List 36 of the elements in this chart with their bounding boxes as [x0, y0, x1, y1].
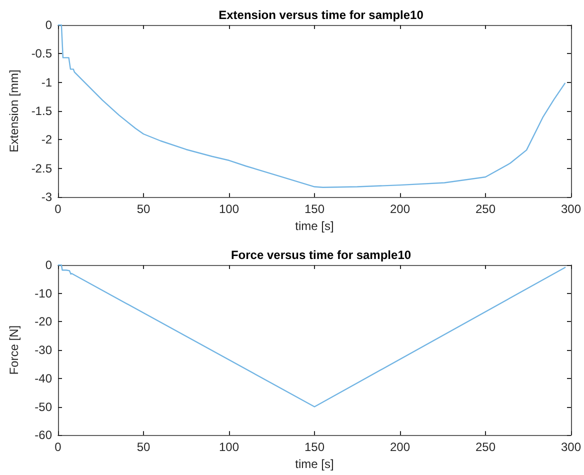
x-axis-title: time [s] — [295, 219, 334, 233]
y-tick-label: -40 — [34, 371, 52, 386]
chart-title: Extension versus time for sample10 — [218, 8, 424, 22]
y-tick-label: -2 — [41, 132, 52, 147]
y-tick-label: -10 — [34, 286, 52, 300]
y-tick-label: -1.5 — [31, 104, 52, 118]
y-axis-title: Force [N] — [7, 325, 21, 375]
y-axis-title: Extension [mm] — [7, 70, 21, 152]
x-tick-label: 300 — [560, 202, 582, 216]
y-tick-label: -60 — [34, 428, 52, 442]
y-tick-label: -30 — [34, 343, 52, 358]
x-tick-label: 0 — [54, 440, 62, 454]
x-tick-label: 100 — [218, 440, 240, 454]
y-tick-label: -2.5 — [31, 161, 52, 176]
x-axis-title: time [s] — [295, 457, 334, 471]
x-tick-label: 200 — [390, 202, 410, 216]
line-series — [57, 24, 566, 188]
x-tick-label: 0 — [54, 202, 62, 216]
y-tick-label: -1 — [41, 75, 52, 90]
x-tick-label: 50 — [136, 202, 150, 216]
y-tick-label: -0.5 — [31, 46, 52, 61]
y-tick-label: -3 — [41, 190, 52, 204]
x-tick-label: 300 — [560, 440, 582, 454]
y-tick-label: -20 — [34, 314, 52, 329]
x-tick-label: 150 — [304, 440, 325, 454]
x-tick-label: 50 — [136, 440, 150, 454]
y-tick-label: -50 — [34, 400, 52, 414]
y-tick-label: 0 — [45, 18, 52, 32]
chart-title: Force versus time for sample10 — [230, 248, 412, 262]
x-tick-label: 250 — [475, 440, 496, 454]
x-tick-label: 250 — [475, 202, 496, 216]
x-tick-label: 150 — [304, 202, 325, 216]
line-series — [57, 264, 566, 408]
y-tick-label: 0 — [45, 258, 52, 272]
x-tick-label: 200 — [390, 440, 410, 454]
x-tick-label: 100 — [218, 202, 240, 216]
